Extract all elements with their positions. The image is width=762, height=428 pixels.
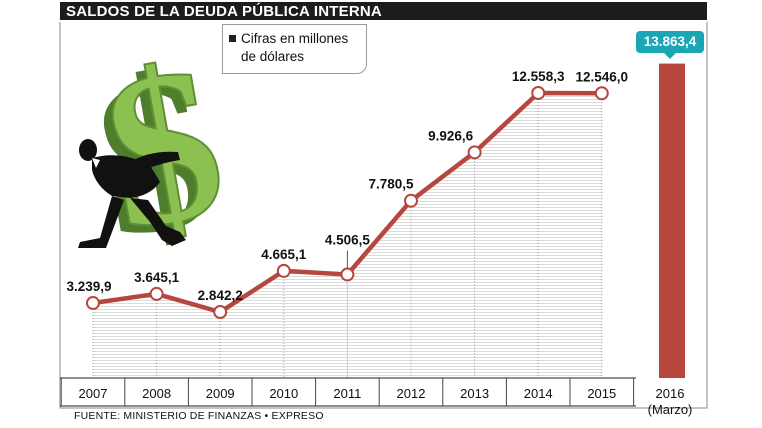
x-label-2013: 2013 bbox=[460, 386, 489, 401]
x-label-2008: 2008 bbox=[142, 386, 171, 401]
value-label-2010: 4.665,1 bbox=[261, 247, 307, 262]
value-label-2009: 2.842,2 bbox=[198, 288, 243, 303]
legend: Cifras en millones de dólares bbox=[222, 24, 367, 74]
value-label-2012: 7.780,5 bbox=[368, 177, 414, 192]
x-label-2014: 2014 bbox=[524, 386, 553, 401]
x-label-2016-note: (Marzo) bbox=[647, 402, 693, 417]
data-point-2009 bbox=[213, 305, 228, 319]
data-point-2007 bbox=[86, 296, 100, 311]
badge-pointer bbox=[664, 53, 676, 59]
data-point-2010 bbox=[276, 263, 291, 278]
value-label-2013: 9.926,6 bbox=[428, 128, 474, 143]
value-label-2007: 3.239,9 bbox=[66, 279, 111, 294]
x-label-2016: 2016 (Marzo) bbox=[642, 386, 698, 418]
legend-marker bbox=[229, 35, 236, 42]
x-label-2015: 2015 bbox=[587, 386, 616, 401]
source-note: FUENTE: MINISTERIO DE FINANZAS • EXPRESO bbox=[74, 410, 324, 422]
value-label-2014: 12.558,3 bbox=[512, 69, 565, 84]
value-label-2015: 12.546,0 bbox=[576, 69, 629, 84]
legend-text: Cifras en millones de dólares bbox=[241, 31, 349, 64]
data-point-2012 bbox=[404, 193, 418, 208]
x-label-2009: 2009 bbox=[206, 386, 235, 401]
value-badge-2016: 13.863,4 bbox=[636, 31, 704, 53]
bar-2016 bbox=[659, 63, 685, 379]
x-label-2011: 2011 bbox=[333, 386, 361, 401]
value-label-2008: 3.645,1 bbox=[134, 270, 180, 285]
data-point-2015 bbox=[594, 86, 609, 101]
data-point-2011 bbox=[340, 267, 355, 282]
x-label-2010: 2010 bbox=[269, 386, 298, 401]
plot-frame bbox=[59, 22, 708, 409]
data-point-2008 bbox=[149, 286, 164, 301]
man-carrying-icon bbox=[78, 139, 186, 248]
x-label-2016-year: 2016 bbox=[655, 386, 685, 401]
value-label-2011: 4.506,5 bbox=[325, 232, 371, 247]
x-label-2012: 2012 bbox=[397, 386, 426, 401]
chart-title: SALDOS DE LA DEUDA PÚBLICA INTERNA bbox=[66, 3, 382, 20]
x-label-2007: 2007 bbox=[79, 386, 108, 401]
data-point-2013 bbox=[467, 145, 482, 160]
area-under-line bbox=[93, 93, 602, 378]
data-point-2014 bbox=[531, 86, 546, 100]
title-bar: SALDOS DE LA DEUDA PÚBLICA INTERNA bbox=[60, 2, 707, 20]
